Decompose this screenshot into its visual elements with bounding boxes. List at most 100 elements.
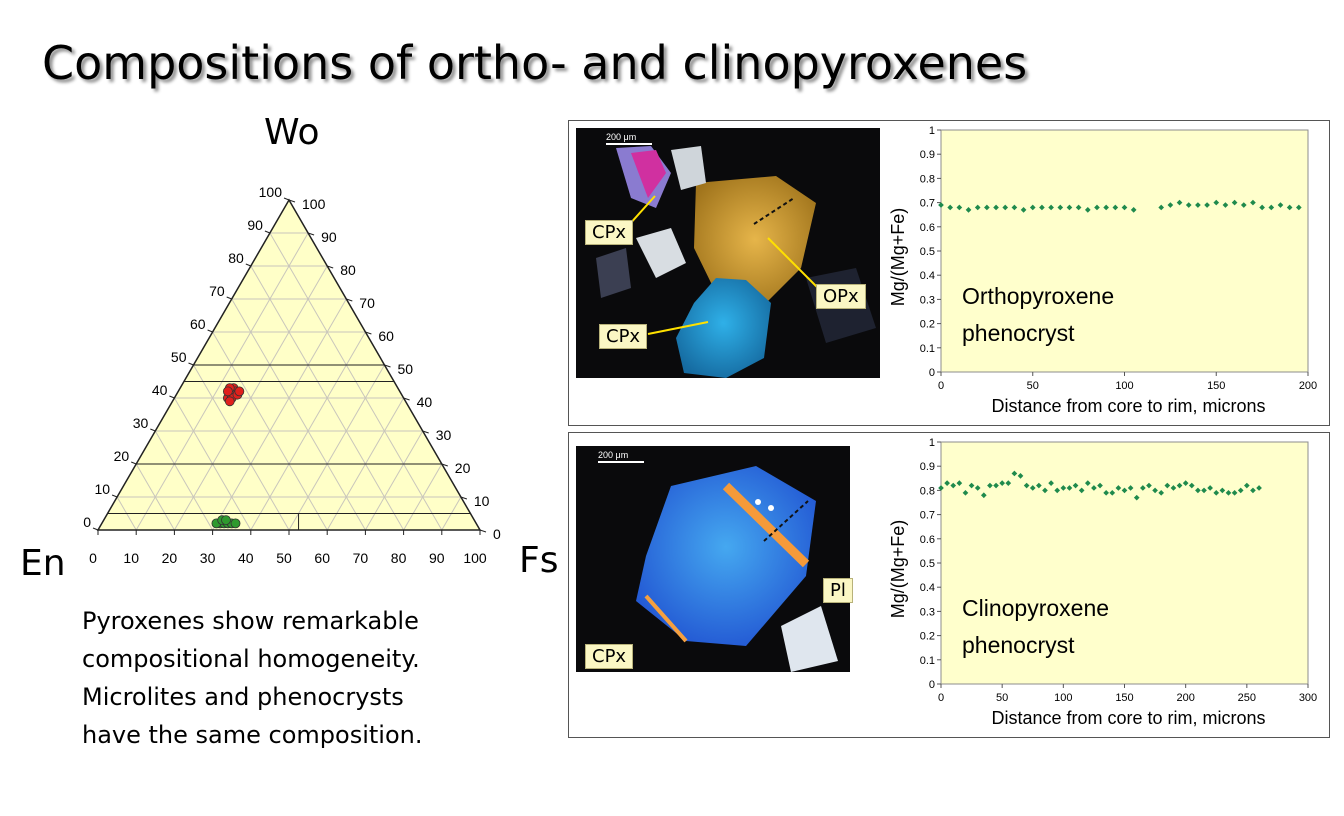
bottom-tick-label: 0 bbox=[89, 550, 97, 566]
tick-mark bbox=[131, 461, 137, 465]
label-cpx: CPx bbox=[585, 644, 634, 669]
data-point bbox=[999, 480, 1005, 486]
left-tick-label: 20 bbox=[114, 448, 130, 464]
left-tick-label: 60 bbox=[190, 316, 206, 332]
bottom-tick-label: 40 bbox=[238, 550, 254, 566]
bottom-tick-label: 100 bbox=[463, 550, 487, 566]
data-point bbox=[1029, 204, 1036, 211]
tick-mark bbox=[150, 428, 156, 432]
x-tick-label: 250 bbox=[1238, 692, 1256, 704]
y-tick-label: 0.6 bbox=[920, 534, 935, 546]
x-tick-label: 0 bbox=[938, 380, 944, 392]
x-tick-label: 150 bbox=[1115, 692, 1133, 704]
y-axis-title: Mg/(Mg+Fe) bbox=[888, 520, 908, 619]
y-tick-label: 1 bbox=[929, 125, 935, 137]
y-tick-label: 0.2 bbox=[920, 631, 935, 643]
left-tick-label: 40 bbox=[152, 382, 168, 398]
tick-mark bbox=[307, 232, 315, 236]
plot-area bbox=[940, 129, 1309, 373]
data-point bbox=[1121, 487, 1128, 494]
data-point bbox=[938, 485, 944, 491]
apex-label-fs: Fs bbox=[519, 540, 559, 581]
label-pl: Pl bbox=[823, 578, 853, 603]
tick-mark bbox=[207, 329, 213, 333]
right-tick-label: 60 bbox=[378, 328, 394, 344]
y-tick-label: 1 bbox=[929, 437, 935, 449]
tick-mark bbox=[384, 364, 391, 368]
data-point bbox=[1167, 202, 1174, 208]
left-tick-label: 90 bbox=[247, 217, 263, 233]
left-tick-label: 80 bbox=[228, 250, 244, 266]
data-point bbox=[224, 396, 235, 407]
x-tick-label: 200 bbox=[1299, 380, 1317, 392]
y-tick-label: 0.7 bbox=[920, 198, 935, 210]
data-point bbox=[1286, 204, 1293, 211]
right-tick-label: 30 bbox=[436, 427, 452, 443]
y-tick-label: 0.9 bbox=[920, 461, 935, 473]
chart-annotation: phenocryst bbox=[962, 632, 1075, 658]
data-point bbox=[1188, 482, 1195, 489]
data-point bbox=[1011, 204, 1018, 211]
data-point bbox=[956, 480, 963, 486]
scale-bar-label: 200 μm bbox=[598, 450, 629, 460]
data-point bbox=[222, 386, 233, 397]
x-axis-title: Distance from core to rim, microns bbox=[991, 708, 1265, 728]
apex-label-en: En bbox=[20, 543, 66, 584]
data-point bbox=[1146, 482, 1152, 489]
right-tick-label: 70 bbox=[359, 295, 375, 311]
data-point bbox=[1057, 204, 1064, 211]
tick-mark bbox=[441, 463, 448, 467]
data-point bbox=[1094, 204, 1100, 211]
data-point bbox=[1103, 489, 1109, 496]
y-tick-label: 0.3 bbox=[920, 294, 935, 306]
left-tick-label: 100 bbox=[259, 184, 283, 200]
observation-note: Pyroxenes show remarkable compositional … bbox=[82, 602, 422, 754]
y-tick-label: 0.5 bbox=[920, 246, 935, 258]
tick-mark bbox=[479, 529, 487, 533]
tick-mark bbox=[460, 496, 468, 500]
data-point bbox=[1121, 204, 1128, 211]
cpx-profile-chart: 0 0.1 0.2 0.3 0.4 0.5 0.6 0.7 0.8 0.9 1 0 50 100 150 20… bbox=[888, 437, 1317, 728]
tick-mark bbox=[111, 494, 118, 498]
scale-bar-line bbox=[598, 461, 644, 463]
tick-mark bbox=[327, 265, 334, 269]
data-point bbox=[1017, 473, 1024, 479]
y-tick-label: 0.5 bbox=[920, 558, 935, 570]
data-point bbox=[1170, 485, 1177, 491]
chart-annotation: Orthopyroxene bbox=[962, 283, 1114, 309]
scale-bar-line bbox=[606, 143, 652, 145]
grid-line bbox=[231, 298, 366, 531]
scale-bar: 200 μm bbox=[598, 450, 644, 463]
y-tick-label: 0 bbox=[929, 679, 935, 691]
tick-mark bbox=[188, 362, 194, 366]
bottom-tick-label: 80 bbox=[391, 550, 407, 566]
data-point bbox=[1078, 487, 1085, 494]
y-tick-label: 0.9 bbox=[920, 149, 935, 161]
data-point bbox=[221, 515, 231, 525]
y-tick-label: 0.2 bbox=[920, 319, 935, 331]
tick-mark bbox=[283, 197, 290, 201]
data-point bbox=[1240, 202, 1247, 208]
grid-line bbox=[193, 364, 290, 531]
data-point bbox=[984, 204, 990, 211]
right-tick-label: 50 bbox=[398, 361, 414, 377]
note-line: compositional homogeneity. bbox=[82, 645, 420, 673]
data-point bbox=[1023, 482, 1030, 489]
y-tick-label: 0.3 bbox=[920, 606, 935, 618]
data-point bbox=[234, 386, 245, 397]
grid-line bbox=[135, 463, 175, 531]
y-tick-label: 0.8 bbox=[920, 173, 935, 185]
right-tick-label: 20 bbox=[455, 460, 471, 476]
data-point bbox=[1195, 202, 1201, 208]
data-point bbox=[1231, 199, 1238, 206]
tick-mark bbox=[92, 527, 99, 531]
left-tick-label: 0 bbox=[83, 514, 91, 530]
y-tick-label: 0.6 bbox=[920, 222, 935, 234]
bottom-tick-label: 70 bbox=[353, 550, 369, 566]
tick-mark bbox=[245, 263, 251, 267]
data-point bbox=[1072, 482, 1079, 489]
note-line: have the same composition. bbox=[82, 721, 423, 749]
label-opx: OPx bbox=[816, 284, 866, 309]
right-tick-label: 90 bbox=[321, 229, 337, 245]
y-axis-title: Mg/(Mg+Fe) bbox=[888, 208, 908, 307]
